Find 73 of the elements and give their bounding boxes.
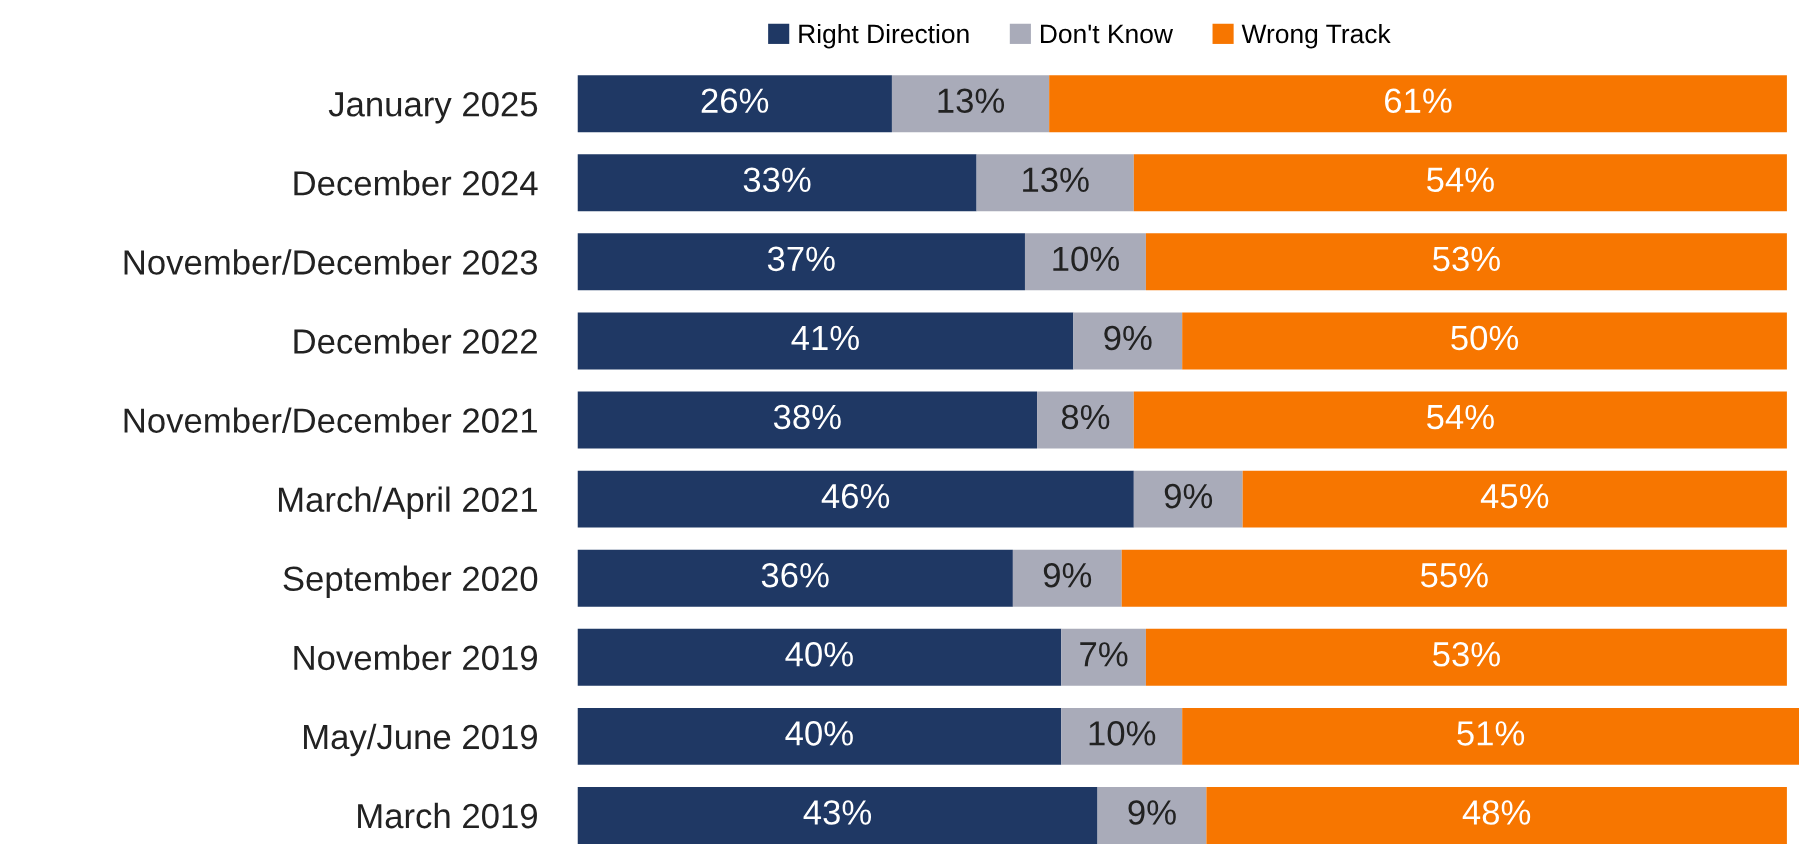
bar (1012, 549, 1122, 607)
bar (1133, 154, 1787, 212)
data-label: 7% (1080, 642, 1128, 667)
data-label: 37% (767, 246, 835, 272)
bar (1145, 233, 1787, 291)
y-tick-label: January 2025 (328, 92, 538, 124)
bar (1037, 391, 1134, 449)
data-label: 38% (773, 404, 841, 430)
data-label: 40% (785, 721, 853, 746)
y-tick-label: December 2022 (294, 328, 537, 354)
data-label: 36% (761, 562, 829, 588)
data-label: 13% (938, 88, 1005, 113)
data-label: 51% (1457, 721, 1525, 746)
y-tick-label: December 2024 (294, 170, 538, 196)
data-label: 54% (1427, 404, 1494, 430)
bar (577, 312, 1074, 370)
bar (1133, 391, 1787, 449)
bar (1182, 312, 1787, 370)
data-label: 41% (791, 325, 859, 351)
y-tick-label: March 2019 (358, 802, 537, 829)
bar (577, 786, 1098, 844)
data-label: 10% (1053, 246, 1119, 272)
y-tick-label: November/December 2021 (124, 407, 537, 433)
bar (577, 75, 892, 133)
data-label: 53% (1433, 246, 1500, 272)
data-label: 26% (701, 88, 769, 113)
bar (1049, 75, 1787, 133)
bar (1242, 470, 1787, 528)
data-label: 43% (803, 800, 872, 825)
bar (577, 391, 1038, 449)
bar (577, 154, 977, 212)
bar (577, 707, 1062, 765)
y-tick-label: May/June 2019 (304, 723, 537, 757)
data-label: 46% (821, 483, 890, 509)
data-label: 13% (1023, 167, 1089, 193)
data-label: 10% (1089, 721, 1156, 746)
bar (1133, 470, 1243, 528)
bar (577, 233, 1025, 291)
y-tick-label: March/April 2021 (278, 486, 537, 519)
data-label: 9% (1043, 562, 1092, 588)
y-tick-label: November 2019 (294, 644, 537, 671)
y-tick-label: November/December 2023 (124, 249, 538, 275)
data-label: 9% (1164, 483, 1213, 509)
data-label: 40% (785, 642, 853, 667)
bar (1206, 786, 1787, 844)
data-label: 9% (1128, 800, 1176, 825)
bar (577, 549, 1013, 607)
legend-label: Wrong Track (1241, 23, 1391, 49)
legend-label: Right Direction (799, 23, 969, 49)
data-label: 33% (743, 167, 811, 193)
data-label: 53% (1433, 642, 1500, 667)
data-label: 61% (1385, 88, 1452, 113)
legend-label: Don't Know (1040, 24, 1174, 44)
bar (1182, 707, 1799, 765)
bar (1097, 786, 1207, 844)
data-label: 50% (1451, 325, 1519, 351)
data-label: 55% (1420, 563, 1488, 588)
data-label: 9% (1104, 325, 1152, 351)
bar (1061, 628, 1146, 686)
bar (1061, 707, 1183, 765)
data-label: 45% (1480, 483, 1549, 509)
y-tick-label: September 2020 (283, 565, 538, 598)
bar (1145, 628, 1787, 686)
bar (891, 75, 1050, 133)
bar (976, 154, 1134, 212)
bar (1024, 233, 1146, 291)
bar (577, 470, 1134, 528)
data-label: 48% (1462, 800, 1531, 825)
bar (1121, 549, 1787, 607)
bar (1073, 312, 1183, 370)
bar (577, 628, 1062, 686)
data-label: 8% (1061, 404, 1110, 430)
data-label: 54% (1427, 167, 1494, 193)
